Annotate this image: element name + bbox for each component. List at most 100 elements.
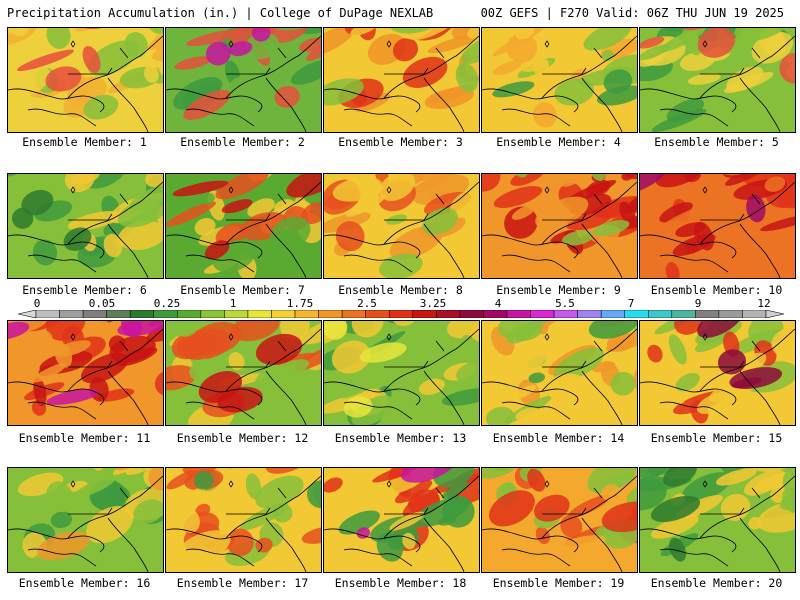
precip-field-map [324, 321, 479, 425]
ensemble-member-label: Ensemble Member: 16 [18, 576, 151, 590]
precip-field-map [482, 28, 637, 132]
colorbar-tick-label: 5.5 [555, 297, 575, 310]
ensemble-map-panel [639, 467, 796, 573]
ensemble-map-panel [481, 467, 638, 573]
colorbar-tick-label: 2.5 [357, 297, 377, 310]
colorbar-tick-label: 12 [757, 297, 771, 310]
precip-field-map [8, 174, 163, 278]
ensemble-member-label: Ensemble Member: 3 [338, 135, 463, 149]
precip-field-map [166, 174, 321, 278]
colorbar-segment [483, 310, 508, 318]
precip-field-map [324, 468, 479, 572]
colorbar-segment [742, 310, 767, 318]
colorbar-segment [224, 310, 249, 318]
ensemble-map-panel [7, 173, 164, 279]
precip-field-map [324, 28, 479, 132]
colorbar-tick-label: 4 [494, 297, 502, 310]
ensemble-map-panel [7, 27, 164, 133]
colorbar-segment [341, 310, 366, 318]
colorbar-segment [553, 310, 578, 318]
precip-field-map [482, 321, 637, 425]
colorbar-tick-label: 1.75 [286, 297, 314, 310]
colorbar-segment [412, 310, 437, 318]
colorbar-tick-label: 9 [694, 297, 702, 310]
colorbar-tick-label: 3.25 [419, 297, 447, 310]
colorbar-tick-label: 1 [229, 297, 237, 310]
colorbar-segment [648, 310, 673, 318]
precip-colorbar [18, 310, 784, 318]
colorbar-segment [765, 310, 784, 318]
ensemble-map-panel [481, 173, 638, 279]
ensemble-member-label: Ensemble Member: 7 [180, 283, 305, 297]
colorbar-segment [600, 310, 625, 318]
ensemble-map-panel [165, 27, 322, 133]
ensemble-map-panel [165, 173, 322, 279]
colorbar-tick-label: 0 [33, 297, 41, 310]
ensemble-map-panel [639, 173, 796, 279]
colorbar-segment [59, 310, 84, 318]
ensemble-member-label: Ensemble Member: 12 [176, 431, 309, 445]
colorbar-segment [18, 310, 37, 318]
colorbar-segment [200, 310, 225, 318]
colorbar-segment [365, 310, 390, 318]
colorbar-segment [106, 310, 131, 318]
ensemble-map-panel [639, 27, 796, 133]
ensemble-member-label: Ensemble Member: 15 [650, 431, 783, 445]
colorbar-segment [82, 310, 107, 318]
precip-field-map [482, 174, 637, 278]
ensemble-map-panel [639, 320, 796, 426]
ensemble-map-panel [165, 467, 322, 573]
ensemble-member-label: Ensemble Member: 18 [334, 576, 467, 590]
ensemble-member-label: Ensemble Member: 9 [496, 283, 621, 297]
precip-field-map [8, 468, 163, 572]
ensemble-member-label: Ensemble Member: 5 [654, 135, 779, 149]
colorbar-segment [718, 310, 743, 318]
colorbar-segment [35, 310, 60, 318]
precip-field-map [8, 28, 163, 132]
colorbar-segment [177, 310, 202, 318]
ensemble-map-panel [323, 173, 480, 279]
colorbar-segment [506, 310, 531, 318]
colorbar-segment [271, 310, 296, 318]
ensemble-member-label: Ensemble Member: 14 [492, 431, 625, 445]
ensemble-member-label: Ensemble Member: 6 [22, 283, 147, 297]
colorbar-segment [695, 310, 720, 318]
colorbar-segment [129, 310, 154, 318]
run-info: 00Z GEFS | F270 Valid: 06Z THU JUN 19 20… [480, 6, 784, 20]
colorbar-segment [153, 310, 178, 318]
ensemble-map-panel [7, 467, 164, 573]
colorbar-segment [671, 310, 696, 318]
ensemble-member-label: Ensemble Member: 20 [650, 576, 783, 590]
colorbar-segment [624, 310, 649, 318]
colorbar-segment [436, 310, 461, 318]
colorbar-segment [459, 310, 484, 318]
colorbar-tick-label: 7 [627, 297, 635, 310]
precip-field-map [166, 468, 321, 572]
ensemble-map-panel [165, 320, 322, 426]
ensemble-map-panel [323, 27, 480, 133]
colorbar-segment [294, 310, 319, 318]
ensemble-map-panel [481, 320, 638, 426]
precip-field-map [482, 468, 637, 572]
precip-field-map [640, 28, 795, 132]
colorbar-segment [247, 310, 272, 318]
precip-field-map [640, 468, 795, 572]
ensemble-map-panel [323, 320, 480, 426]
precip-field-map [324, 174, 479, 278]
ensemble-member-label: Ensemble Member: 11 [18, 431, 151, 445]
colorbar-segment [388, 310, 414, 318]
precip-field-map [640, 174, 795, 278]
colorbar-tick-label: 0.05 [88, 297, 116, 310]
colorbar-tick-label: 0.25 [153, 297, 181, 310]
precip-field-map [640, 321, 795, 425]
chart-title: Precipitation Accumulation (in.) | Colle… [7, 6, 434, 20]
colorbar-segment [530, 310, 555, 318]
precip-field-map [166, 28, 321, 132]
ensemble-member-label: Ensemble Member: 17 [176, 576, 309, 590]
ensemble-map-panel [481, 27, 638, 133]
colorbar-segment [318, 310, 343, 318]
ensemble-map-panel [323, 467, 480, 573]
ensemble-member-label: Ensemble Member: 19 [492, 576, 625, 590]
precip-field-map [166, 321, 321, 425]
ensemble-member-label: Ensemble Member: 2 [180, 135, 305, 149]
